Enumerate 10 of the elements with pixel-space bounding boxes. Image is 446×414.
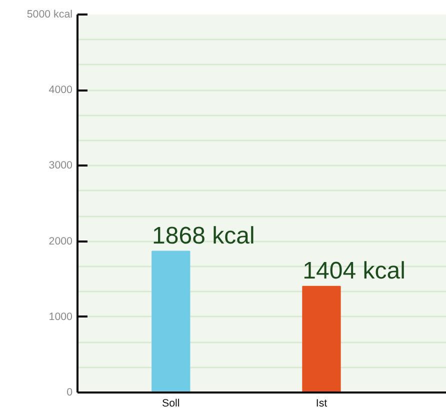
y-tick-label: 0	[66, 386, 73, 398]
x-tick-label: Ist	[316, 398, 328, 410]
x-tick-label: Soll	[162, 398, 180, 410]
data-label: 1868 kcal	[152, 222, 255, 250]
y-tick-label: 3000	[48, 160, 73, 172]
y-tick-label: 2000	[48, 235, 73, 248]
data-label: 1404 kcal	[302, 257, 406, 284]
y-tick-label: 1000	[48, 310, 73, 323]
y-tick-label: 4000	[48, 84, 73, 96]
y-tick-label: 5000 kcal	[26, 8, 73, 20]
